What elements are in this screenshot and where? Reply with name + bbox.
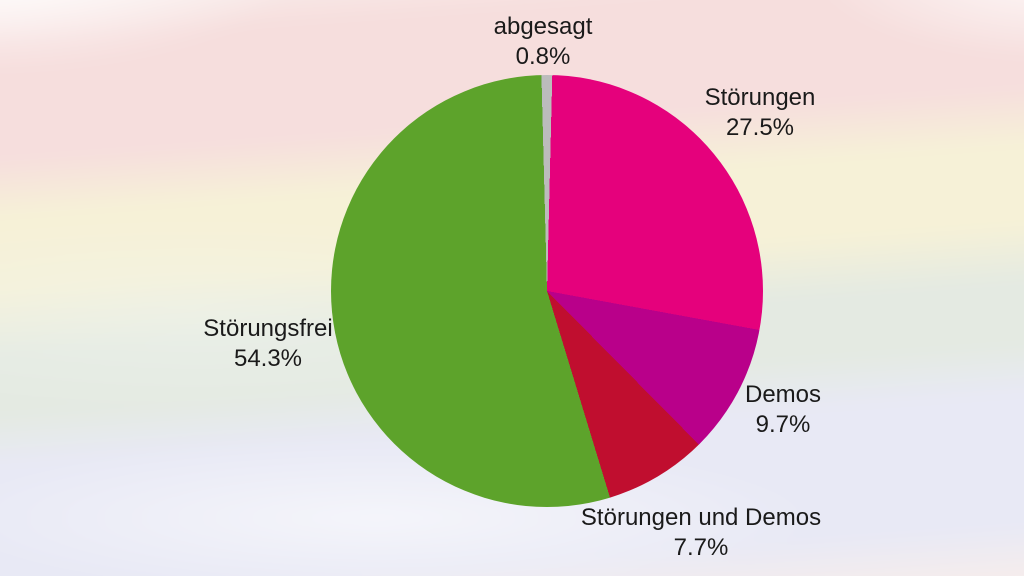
slice-percent: 27.5% <box>725 114 795 141</box>
slice-name: Störungsfrei <box>203 315 333 342</box>
slice-name: Störungen <box>704 84 816 111</box>
slice-percent: 0.8% <box>515 43 571 70</box>
slice-label-stoerungen-und-demos: Störungen und Demos 7.7% <box>581 503 821 563</box>
slice-name: Demos <box>744 381 822 408</box>
slice-percent: 54.3% <box>233 345 303 372</box>
slice-percent: 9.7% <box>755 411 811 438</box>
slice-name: abgesagt <box>493 13 593 40</box>
slice-label-stoerungsfrei: Störungsfrei 54.3% <box>203 314 332 374</box>
slice-label-abgesagt: abgesagt 0.8% <box>494 12 593 72</box>
slice-label-stoerungen: Störungen 27.5% <box>705 83 816 143</box>
slice-label-demos: Demos 9.7% <box>745 380 821 440</box>
pie <box>331 75 763 507</box>
slice-name: Störungen und Demos <box>580 504 822 531</box>
slice-percent: 7.7% <box>673 534 729 561</box>
